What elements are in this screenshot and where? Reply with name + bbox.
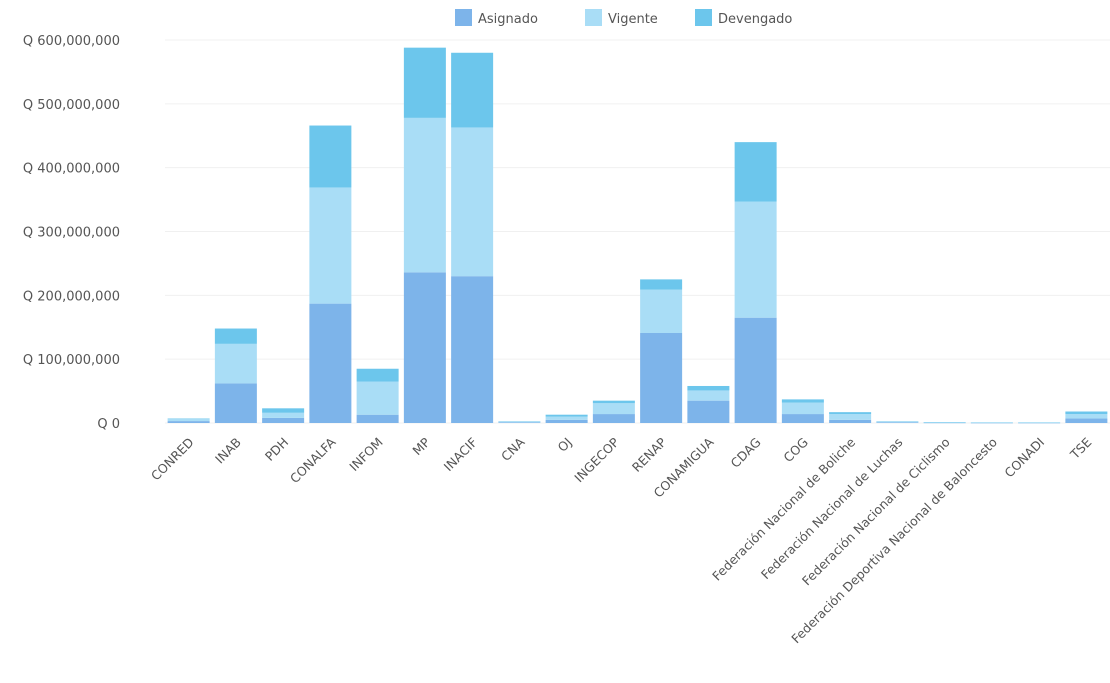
bar-segment [262, 408, 305, 413]
bar-segment [829, 414, 872, 420]
bar-segment [167, 418, 210, 420]
x-tick-label: TSE [1067, 434, 1095, 462]
bar-segment [167, 421, 210, 423]
y-tick-label: Q 300,000,000 [23, 226, 120, 241]
bar-segment [592, 414, 635, 423]
bar-segment [309, 187, 352, 304]
x-tick-label: CONADI [1001, 435, 1047, 481]
bar-segment [309, 303, 352, 423]
bar-segment [687, 390, 730, 401]
bar-segment [640, 332, 683, 423]
bar-segment [214, 383, 257, 423]
y-tick-label: Q 0 [97, 417, 120, 432]
legend-swatch [585, 9, 602, 26]
x-tick-label: MP [409, 434, 433, 458]
bar-segment [262, 412, 305, 418]
bar-segment [545, 414, 588, 417]
bar-segment [640, 279, 683, 290]
bar-segment [356, 368, 399, 382]
x-tick-label: OJ [555, 435, 575, 455]
bar-segment [781, 399, 824, 403]
bar-segment [498, 421, 541, 423]
x-tick-label: PDH [262, 435, 291, 464]
y-tick-label: Q 200,000,000 [23, 289, 120, 304]
bar-segment [970, 422, 1013, 423]
x-tick-label: INACIF [441, 435, 481, 475]
bar-segment [167, 419, 210, 422]
bar-segment [309, 125, 352, 188]
bar-segment [451, 52, 494, 128]
legend-swatch [455, 9, 472, 26]
bar-segment [876, 421, 919, 423]
bar-segment [781, 402, 824, 415]
bar-segment [1018, 422, 1061, 423]
bar-segment [876, 422, 919, 423]
bar-segment [545, 416, 588, 420]
bar-segment [451, 276, 494, 423]
bar-segment [923, 422, 966, 424]
legend-swatch [695, 9, 712, 26]
bar-segment [1065, 418, 1108, 423]
bar-segment [687, 400, 730, 423]
bar-segment [592, 400, 635, 404]
x-tick-label: INAB [212, 435, 244, 467]
legend-label: Asignado [478, 12, 538, 27]
bar-segment [498, 421, 541, 422]
bar-segment [545, 419, 588, 423]
x-tick-label: CONALFA [287, 434, 339, 486]
y-tick-label: Q 600,000,000 [23, 34, 120, 49]
bar-segment [734, 201, 777, 318]
bar-segment [829, 412, 872, 415]
bar-segment [781, 414, 824, 423]
bar-segment [876, 421, 919, 422]
bar-segment [734, 317, 777, 423]
x-tick-label: CNA [498, 434, 528, 464]
bar-segment [829, 419, 872, 423]
bar-segment [687, 385, 730, 391]
y-tick-label: Q 100,000,000 [23, 353, 120, 368]
bar-segment [356, 414, 399, 423]
bar-segment [214, 328, 257, 344]
bar-segment [592, 403, 635, 415]
y-tick-label: Q 500,000,000 [23, 98, 120, 113]
y-tick-label: Q 400,000,000 [23, 162, 120, 177]
bar-segment [498, 422, 541, 423]
legend-label: Vigente [608, 12, 658, 27]
bar-segment [923, 422, 966, 423]
bar-segment [356, 381, 399, 415]
x-tick-label: INGECOP [571, 434, 622, 485]
x-tick-label: COG [780, 435, 811, 466]
bar-segment [640, 289, 683, 333]
bar-segment [262, 417, 305, 423]
bar-segment [403, 47, 446, 118]
bar-segment [451, 127, 494, 277]
bar-segment [403, 272, 446, 423]
x-tick-label: CDAG [728, 435, 764, 471]
x-tick-label: RENAP [629, 434, 670, 475]
bar-segment [403, 117, 446, 273]
bar-segment [734, 142, 777, 202]
legend-label: Devengado [718, 12, 792, 27]
x-tick-label: INFOM [346, 435, 385, 474]
x-tick-label: CONRED [148, 435, 197, 484]
bar-segment [1065, 411, 1108, 415]
bar-segment [1065, 414, 1108, 419]
bar-segment [214, 343, 257, 384]
